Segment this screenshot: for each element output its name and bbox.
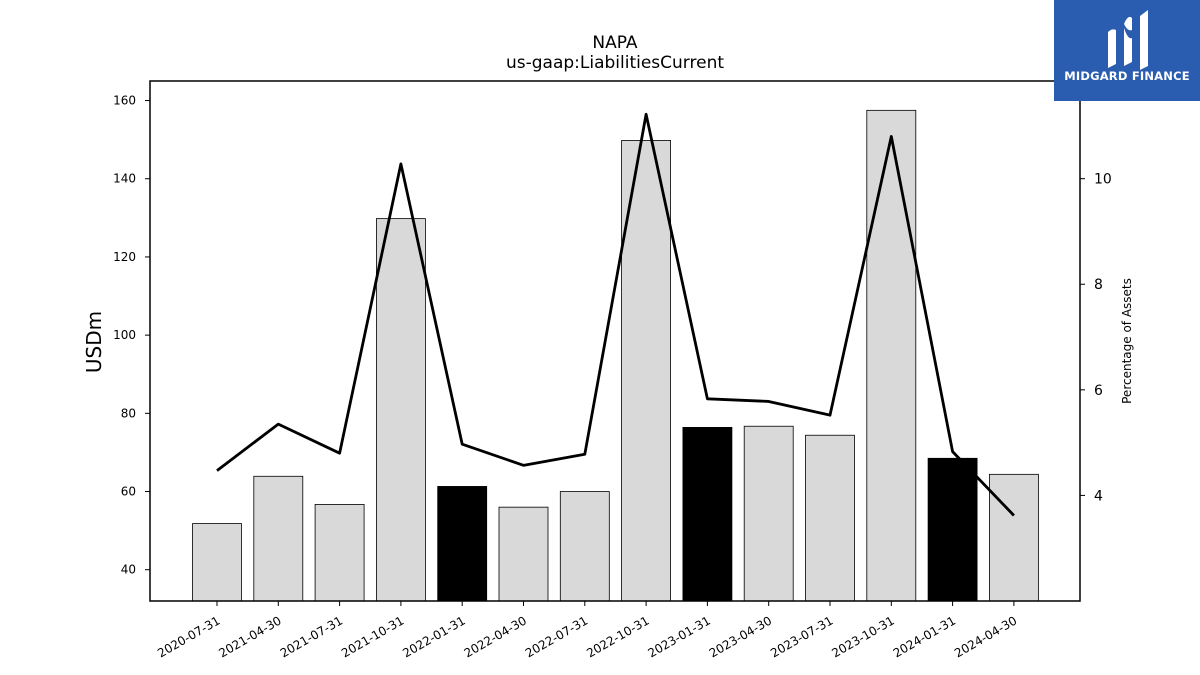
- bar: [805, 434, 855, 602]
- x-tick-label: 2021-07-31: [278, 613, 345, 660]
- chart-subtitle: us-gaap:LiabilitiesCurrent: [506, 53, 724, 73]
- chart-title: NAPA: [592, 33, 638, 53]
- x-tick-label: 2020-07-31: [155, 613, 222, 660]
- y-tick-label: 100: [113, 328, 136, 342]
- bar: [743, 425, 794, 602]
- bar: [866, 109, 917, 602]
- x-tick-label: 2024-04-30: [952, 613, 1019, 660]
- bar: [927, 457, 978, 602]
- midgard-finance-logo: MIDGARD FINANCE: [1054, 0, 1200, 101]
- y2-tick-label: 10: [1094, 172, 1112, 188]
- y2-tick-label: 4: [1094, 488, 1103, 504]
- bar: [375, 218, 426, 602]
- y-tick-label: 160: [113, 94, 136, 108]
- plot-area: 40 60 80 100 120 140 160 4 6 8 10 2020-07-312021-04…: [113, 94, 1112, 661]
- bar: [437, 486, 488, 602]
- bar: [314, 504, 365, 602]
- y-tick-label: 80: [121, 406, 136, 420]
- x-tick-label: 2022-01-31: [400, 613, 467, 660]
- bar: [682, 427, 733, 602]
- x-tick-label: 2023-04-30: [707, 613, 774, 660]
- x-tick-label: 2022-04-30: [462, 613, 529, 660]
- plot-frame: [149, 80, 1081, 602]
- y-tick-label: 60: [121, 485, 136, 499]
- y-axis-label: USDm: [82, 311, 106, 373]
- y2-axis-label: Percentage of Assets: [1120, 278, 1134, 404]
- x-tick-label: 2023-01-31: [645, 613, 712, 660]
- y2-tick-label: 6: [1094, 383, 1103, 399]
- bar: [621, 140, 671, 602]
- bar: [989, 473, 1039, 602]
- bar: [559, 491, 610, 602]
- y-tick-label: 40: [121, 563, 136, 577]
- logo-text: MIDGARD FINANCE: [1064, 69, 1190, 83]
- x-tick-label: 2024-01-31: [891, 613, 958, 660]
- x-tick-label: 2021-10-31: [339, 613, 406, 660]
- logo-mark-icon: [1108, 10, 1148, 70]
- x-tick-label: 2022-10-31: [584, 613, 651, 660]
- y-tick-label: 120: [113, 250, 136, 264]
- x-tick-label: 2023-07-31: [768, 613, 835, 660]
- line-series: [216, 112, 1015, 517]
- x-tick-label: 2022-07-31: [523, 613, 590, 660]
- bar: [253, 475, 304, 602]
- bar: [498, 506, 549, 602]
- bar: [192, 523, 242, 602]
- x-tick-label: 2021-04-30: [216, 613, 283, 660]
- y2-tick-label: 8: [1094, 277, 1103, 293]
- x-tick-label: 2023-10-31: [829, 613, 896, 660]
- y-tick-label: 140: [113, 172, 136, 186]
